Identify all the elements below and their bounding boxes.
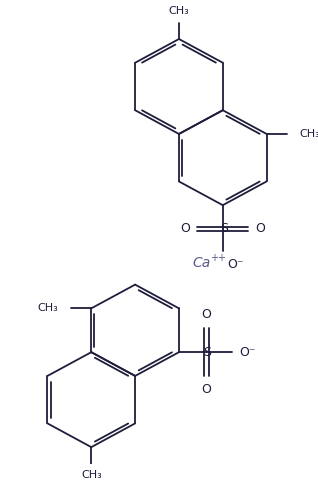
Text: O: O xyxy=(201,308,211,321)
Text: O: O xyxy=(256,223,266,235)
Text: O⁻: O⁻ xyxy=(239,346,256,359)
Text: CH₃: CH₃ xyxy=(81,470,102,480)
Text: ++: ++ xyxy=(210,253,226,263)
Text: S: S xyxy=(220,223,228,235)
Text: CH₃: CH₃ xyxy=(169,6,189,16)
Text: O⁻: O⁻ xyxy=(227,258,244,271)
Text: S: S xyxy=(203,346,211,359)
Text: CH₃: CH₃ xyxy=(38,303,59,313)
Text: CH₃: CH₃ xyxy=(300,129,318,139)
Text: Ca: Ca xyxy=(193,256,211,270)
Text: O: O xyxy=(201,383,211,396)
Text: O: O xyxy=(180,223,190,235)
